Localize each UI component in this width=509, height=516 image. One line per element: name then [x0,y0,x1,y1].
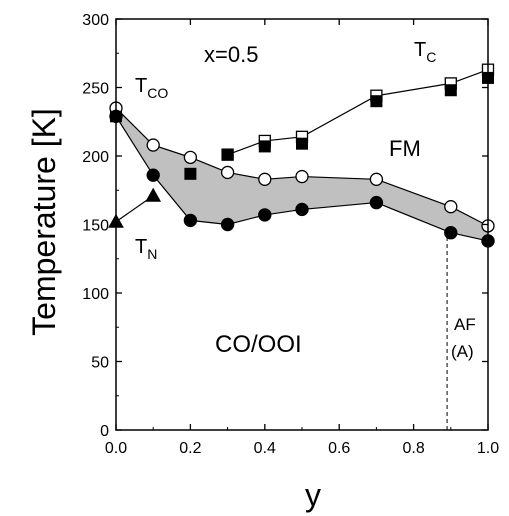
tc-label: TC [414,39,436,65]
tn-label-sub: N [147,246,157,262]
shaded-band-layer [116,108,488,241]
shaded-band [116,108,488,241]
point-T_CO_filled-2 [183,213,198,228]
point-T_CO_filled-7 [444,226,458,240]
af-region-label: AF [454,315,476,334]
x-axis-title: y [305,477,321,513]
tco-label-main: T [135,75,147,97]
point-T_C_filled-3 [258,140,271,153]
point-T_CO_open-1 [146,138,160,152]
y-tick-label-4: 200 [82,149,109,166]
x-tick-label-5: 1.0 [477,440,499,457]
point-T_CO_open-5 [295,169,309,184]
point-T_C_filled-5 [370,95,383,108]
point-T_CO_filled-6 [369,195,384,210]
tco-label: TCO [135,75,168,101]
y-tick-label-1: 50 [91,355,109,372]
point-T_CO_filled-1 [146,168,160,182]
point-T_C_filled-6 [444,84,457,97]
tn-label-main: T [135,236,147,258]
x-tick-label-3: 0.6 [328,440,350,457]
y-tick-label-5: 250 [82,81,109,98]
co-ooi-region-label: CO/OOI [215,331,302,358]
tn-label: TN [135,236,157,262]
x-tick-label-1: 0.2 [179,440,201,457]
x-tick-label-2: 0.4 [254,440,276,457]
point-T_CO_open-6 [369,172,384,186]
point-T_CO_filled-4 [258,208,272,222]
point-T_CO_filled-3 [220,217,235,232]
y-tick-label-6: 300 [82,12,109,29]
point-T_C_filled-2 [221,148,234,161]
tc-label-main: T [414,39,426,61]
tc-label-sub: C [426,49,436,65]
point-T_C_filled-4 [296,137,308,150]
y-tick-label-3: 150 [82,218,109,235]
point-T_N-1 [145,187,162,202]
point-T_CO_filled-5 [295,202,309,217]
point-T_C_filled-1 [184,167,197,180]
point-T_CO_open-7 [444,200,458,214]
point-T_CO_open-4 [258,172,272,186]
point-T_CO_open-2 [183,150,198,165]
y-tick-label-0: 0 [100,423,109,440]
y-axis-title: Temperature [K] [26,108,62,336]
composition-label: x=0.5 [204,42,258,67]
x-tick-label-4: 0.8 [402,440,424,457]
point-T_CO_open-3 [220,165,235,180]
x-tick-label-0: 0.0 [105,440,127,457]
fm-region-label: FM [389,136,421,161]
tco-label-sub: CO [147,85,168,101]
af-a-region-label: (A) [451,342,474,361]
y-tick-label-2: 100 [82,286,109,303]
series-line-T_C_open [227,69,489,156]
axis-ticks-layer: 0.0 0.2 0.4 0.6 0.8 1.0 0 50 100 150 200 250 300 [82,12,499,457]
